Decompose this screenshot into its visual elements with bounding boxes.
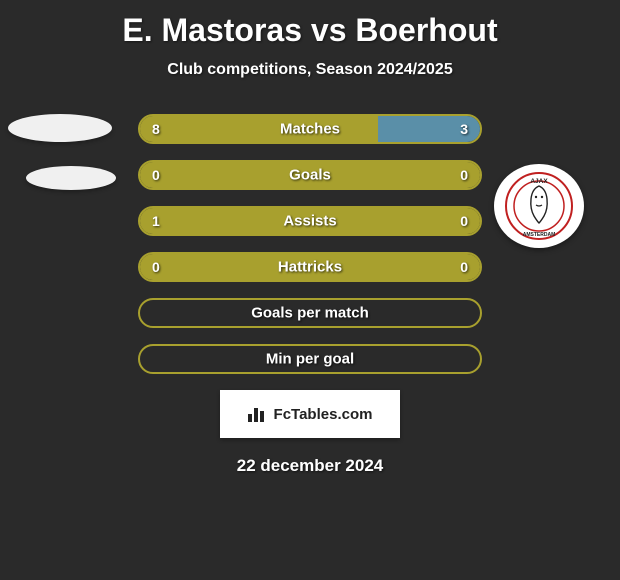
subtitle: Club competitions, Season 2024/2025 (0, 61, 620, 79)
comparison-chart: AJAX AMSTERDAM Matches83Goals00Assists10… (0, 114, 620, 374)
stat-value-left: 8 (152, 121, 160, 137)
player-left-ellipse-2 (26, 166, 116, 190)
stat-row: Goals0 0 (138, 160, 482, 190)
stat-label: Assists (140, 213, 480, 230)
stat-row: Assists1 0 (138, 206, 482, 236)
stat-value-right: 0 (460, 259, 468, 275)
stat-label: Goals per match (140, 305, 480, 322)
stat-row: Goals per match (138, 298, 482, 328)
stat-label: Hattricks (140, 259, 480, 276)
badge-text-top: AJAX (530, 178, 548, 185)
stat-value-left: 0 (152, 259, 160, 275)
ajax-badge-icon: AJAX AMSTERDAM (504, 171, 574, 241)
stat-value-right: 0 (460, 213, 468, 229)
club-badge: AJAX AMSTERDAM (494, 164, 584, 248)
stat-label: Goals (140, 167, 480, 184)
stat-value-right: 3 (460, 121, 468, 137)
date-text: 22 december 2024 (0, 456, 620, 476)
badge-text-bottom: AMSTERDAM (523, 232, 556, 238)
watermark-text: FcTables.com (274, 406, 373, 423)
stat-row: Matches8 3 (138, 114, 482, 144)
stat-value-left: 1 (152, 213, 160, 229)
stat-value-right: 0 (460, 167, 468, 183)
stat-label: Matches (140, 121, 480, 138)
stat-value-left: 0 (152, 167, 160, 183)
watermark: FcTables.com (220, 390, 400, 438)
player-left-ellipse-1 (8, 114, 112, 142)
bar-chart-icon (248, 406, 268, 422)
stat-row: Hattricks0 0 (138, 252, 482, 282)
stat-row: Min per goal (138, 344, 482, 374)
stat-label: Min per goal (140, 351, 480, 368)
page-title: E. Mastoras vs Boerhout (0, 0, 620, 49)
